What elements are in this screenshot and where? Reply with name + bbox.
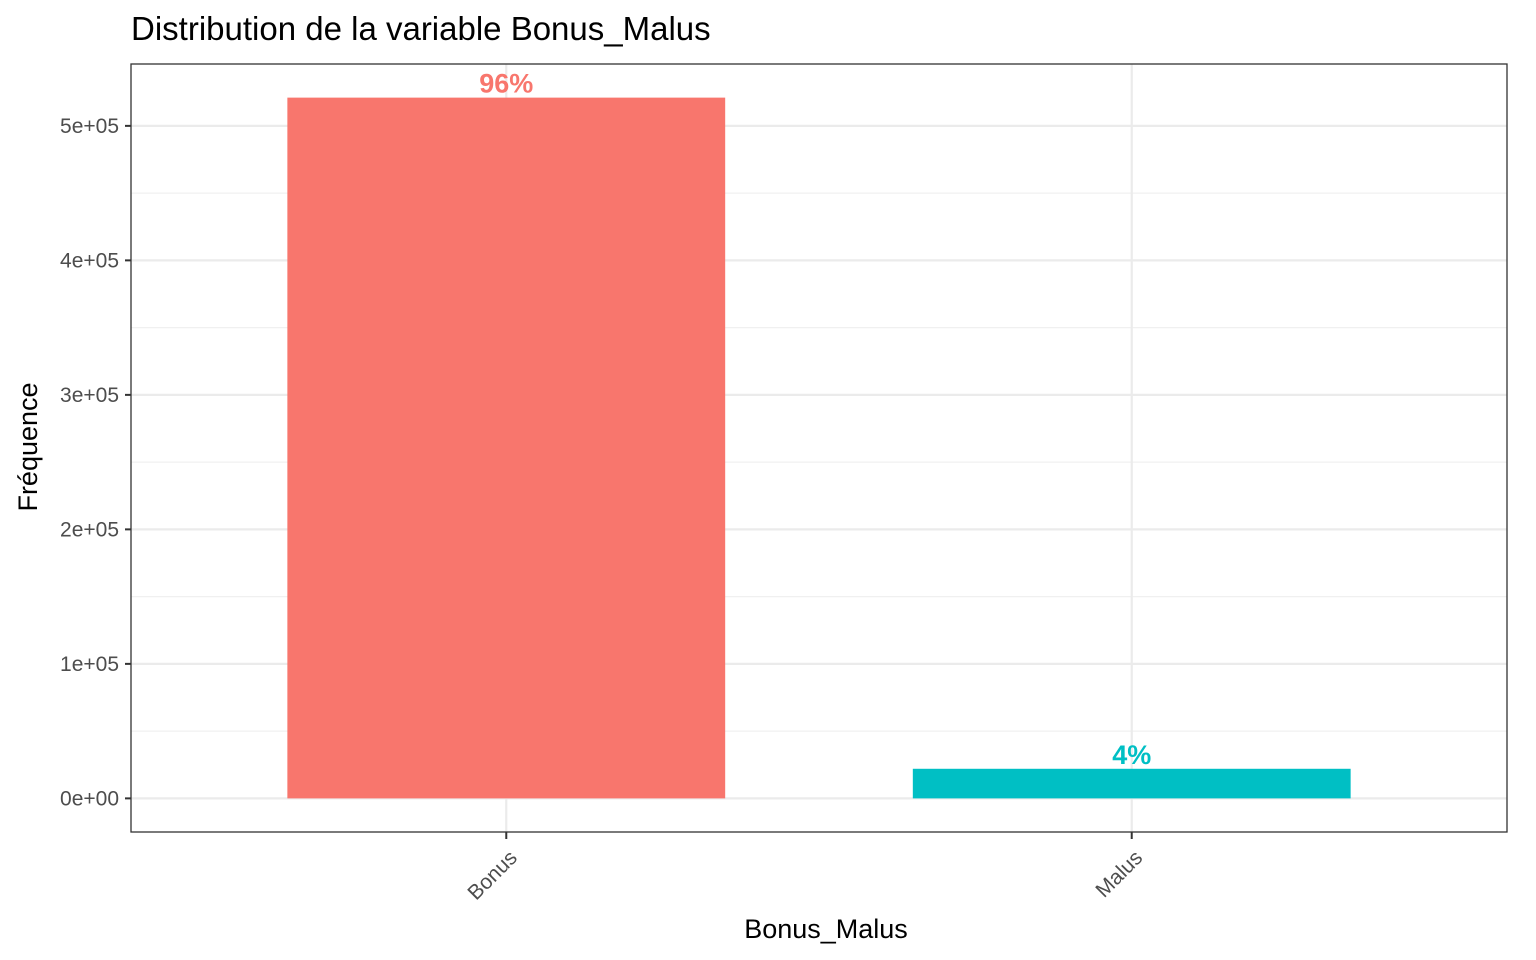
data-label-bonus: 96% [479, 69, 533, 99]
plot-panel: 96% 4% [130, 63, 1508, 833]
x-tick-label-bonus: Bonus [463, 846, 521, 904]
bar-bonus [287, 97, 726, 799]
y-tick-label: 5e+05 [60, 115, 119, 138]
y-tick-label: 1e+05 [60, 653, 119, 676]
y-axis: 0e+00 1e+05 2e+05 3e+05 4e+05 5e+05 [60, 115, 131, 810]
y-tick-label: 3e+05 [60, 384, 119, 407]
y-tick-label: 4e+05 [60, 249, 119, 272]
x-axis-title: Bonus_Malus [744, 914, 908, 944]
chart-title: Distribution de la variable Bonus_Malus [131, 10, 711, 47]
data-label-malus: 4% [1112, 740, 1151, 770]
x-tick-label-malus: Malus [1091, 846, 1147, 902]
y-tick-label: 0e+00 [60, 787, 119, 810]
y-axis-title: Fréquence [13, 382, 43, 511]
panel-border [130, 63, 1508, 833]
x-axis: Bonus Malus [463, 832, 1147, 905]
y-tick-label: 2e+05 [60, 518, 119, 541]
bar-malus [912, 768, 1351, 799]
